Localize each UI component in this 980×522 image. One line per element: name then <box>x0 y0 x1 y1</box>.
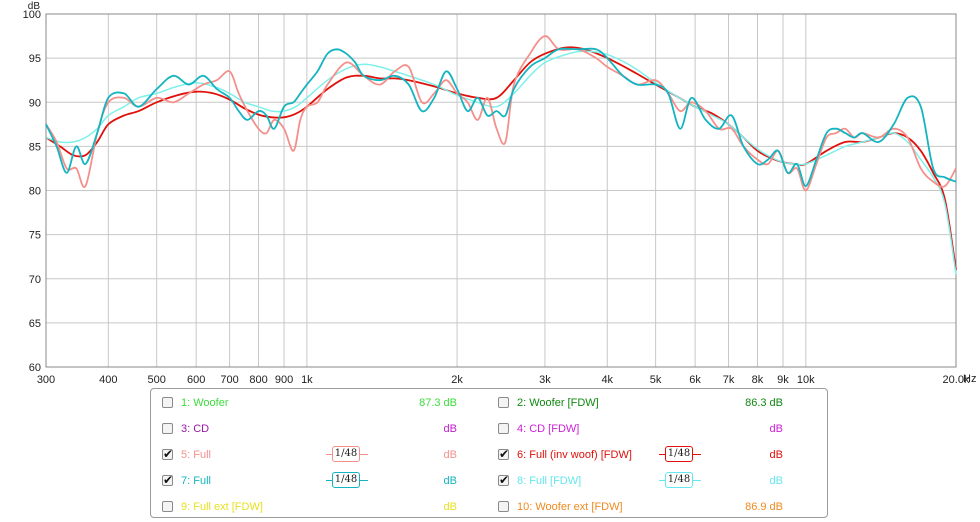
legend-checkbox[interactable] <box>162 397 173 408</box>
y-tick-label: 95 <box>29 53 41 65</box>
legend-label: 2: Woofer [FDW] <box>517 397 599 409</box>
legend-value: dB <box>769 423 783 435</box>
series-lines <box>45 35 957 275</box>
y-axis-tick-labels: 60 65 70 75 80 85 90 95 100 <box>23 9 41 374</box>
legend-label: 4: CD [FDW] <box>517 423 580 435</box>
smoothing-indicator[interactable]: 1/48 <box>326 472 368 490</box>
legend-label: 8: Full [FDW] <box>517 475 582 487</box>
legend-item: 1: Woofer 87.3 dB <box>161 393 481 413</box>
smoothing-indicator[interactable]: 1/48 <box>659 446 701 464</box>
legend-checkbox[interactable] <box>162 423 173 434</box>
legend-label: 3: CD <box>181 423 210 435</box>
y-tick-label: 100 <box>23 9 41 21</box>
frequency-response-chart: 60 65 70 75 80 85 90 95 100 300 400 500 600 700 800 90… <box>23 1 977 386</box>
legend-checkbox[interactable] <box>498 470 509 490</box>
y-axis-label: dB <box>28 1 41 12</box>
x-tick-label: 300 <box>37 374 55 386</box>
legend-item: 2: Woofer [FDW] 86.3 dB <box>497 393 817 413</box>
smoothing-line-right <box>693 480 701 481</box>
legend-item: 7: Full 1/48 dB <box>161 470 481 491</box>
x-tick-label: 8k <box>752 374 764 386</box>
x-tick-label: 500 <box>148 374 166 386</box>
legend-item: 8: Full [FDW] 1/48 dB <box>497 470 817 491</box>
legend-value: dB <box>443 449 457 461</box>
legend-item: 6: Full (inv woof) [FDW] 1/48 dB <box>497 444 817 465</box>
legend-checkbox[interactable] <box>162 470 173 490</box>
x-tick-label: 800 <box>249 374 267 386</box>
x-tick-label: 9k <box>777 374 789 386</box>
smoothing-indicator[interactable]: 1/48 <box>326 446 368 464</box>
y-tick-label: 85 <box>29 141 41 153</box>
x-axis-tick-labels: 300 400 500 600 700 800 900 1k 2k 3k 4k 5k 6k 7k 8k 9k 1… <box>37 374 970 386</box>
x-tick-label: 5k <box>650 374 662 386</box>
legend-value: dB <box>443 423 457 435</box>
y-tick-label: 65 <box>29 318 41 330</box>
legend-item: 9: Full ext [FDW] dB <box>161 497 481 517</box>
series-line-3 <box>45 46 957 271</box>
legend-label: 9: Full ext [FDW] <box>181 501 263 513</box>
smoothing-value: 1/48 <box>665 446 693 462</box>
smoothing-line-left <box>659 454 667 455</box>
legend-checkbox[interactable] <box>498 444 509 464</box>
legend-label: 5: Full <box>181 449 211 461</box>
smoothing-value: 1/48 <box>665 472 693 488</box>
series-line-1 <box>45 35 957 192</box>
legend-value: 86.9 dB <box>745 501 783 513</box>
smoothing-line-left <box>659 480 667 481</box>
x-tick-label: 4k <box>601 374 613 386</box>
legend-item: 10: Woofer ext [FDW] 86.9 dB <box>497 497 817 517</box>
x-tick-label: 900 <box>275 374 293 386</box>
smoothing-line-left <box>326 454 334 455</box>
smoothing-line-left <box>326 480 334 481</box>
legend-checkbox[interactable] <box>498 423 509 434</box>
chart-grid <box>45 13 957 368</box>
legend-item: 3: CD dB <box>161 419 481 439</box>
legend-panel: 1: Woofer 87.3 dB 2: Woofer [FDW] 86.3 dB 3:… <box>150 388 828 518</box>
x-tick-label: 1k <box>301 374 313 386</box>
legend-value: dB <box>769 475 783 487</box>
legend-value: dB <box>443 475 457 487</box>
x-tick-label: 3k <box>539 374 551 386</box>
x-tick-label: 20.0k <box>943 374 970 386</box>
series-line-4 <box>45 50 957 275</box>
smoothing-value: 1/48 <box>332 472 360 488</box>
legend-label: 7: Full <box>181 475 211 487</box>
legend-value: dB <box>443 501 457 513</box>
smoothing-line-right <box>360 454 368 455</box>
x-tick-label: 2k <box>451 374 463 386</box>
legend-value: 87.3 dB <box>419 397 457 409</box>
smoothing-indicator[interactable]: 1/48 <box>659 472 701 490</box>
x-axis-label: Hz <box>963 373 976 385</box>
x-tick-label: 600 <box>187 374 205 386</box>
smoothing-value: 1/48 <box>332 446 360 462</box>
legend-checkbox[interactable] <box>162 501 173 512</box>
legend-checkbox[interactable] <box>162 444 173 464</box>
legend-checkbox[interactable] <box>498 501 509 512</box>
legend-label: 1: Woofer <box>181 397 229 409</box>
legend-label: 6: Full (inv woof) [FDW] <box>517 449 632 461</box>
legend-item: 4: CD [FDW] dB <box>497 419 817 439</box>
y-tick-label: 90 <box>29 97 41 109</box>
x-tick-label: 400 <box>99 374 117 386</box>
x-tick-label: 10k <box>797 374 815 386</box>
y-tick-label: 60 <box>29 362 41 374</box>
x-tick-label: 6k <box>689 374 701 386</box>
y-tick-label: 70 <box>29 274 41 286</box>
plot-area-border <box>45 13 957 368</box>
series-line-2 <box>45 47 957 188</box>
legend-checkbox[interactable] <box>498 397 509 408</box>
x-tick-label: 700 <box>220 374 238 386</box>
x-tick-label: 7k <box>723 374 735 386</box>
legend-item: 5: Full 1/48 dB <box>161 444 481 465</box>
y-tick-label: 80 <box>29 186 41 198</box>
y-tick-label: 75 <box>29 230 41 242</box>
smoothing-line-right <box>693 454 701 455</box>
legend-value: 86.3 dB <box>745 397 783 409</box>
legend-label: 10: Woofer ext [FDW] <box>517 501 623 513</box>
smoothing-line-right <box>360 480 368 481</box>
legend-value: dB <box>769 449 783 461</box>
